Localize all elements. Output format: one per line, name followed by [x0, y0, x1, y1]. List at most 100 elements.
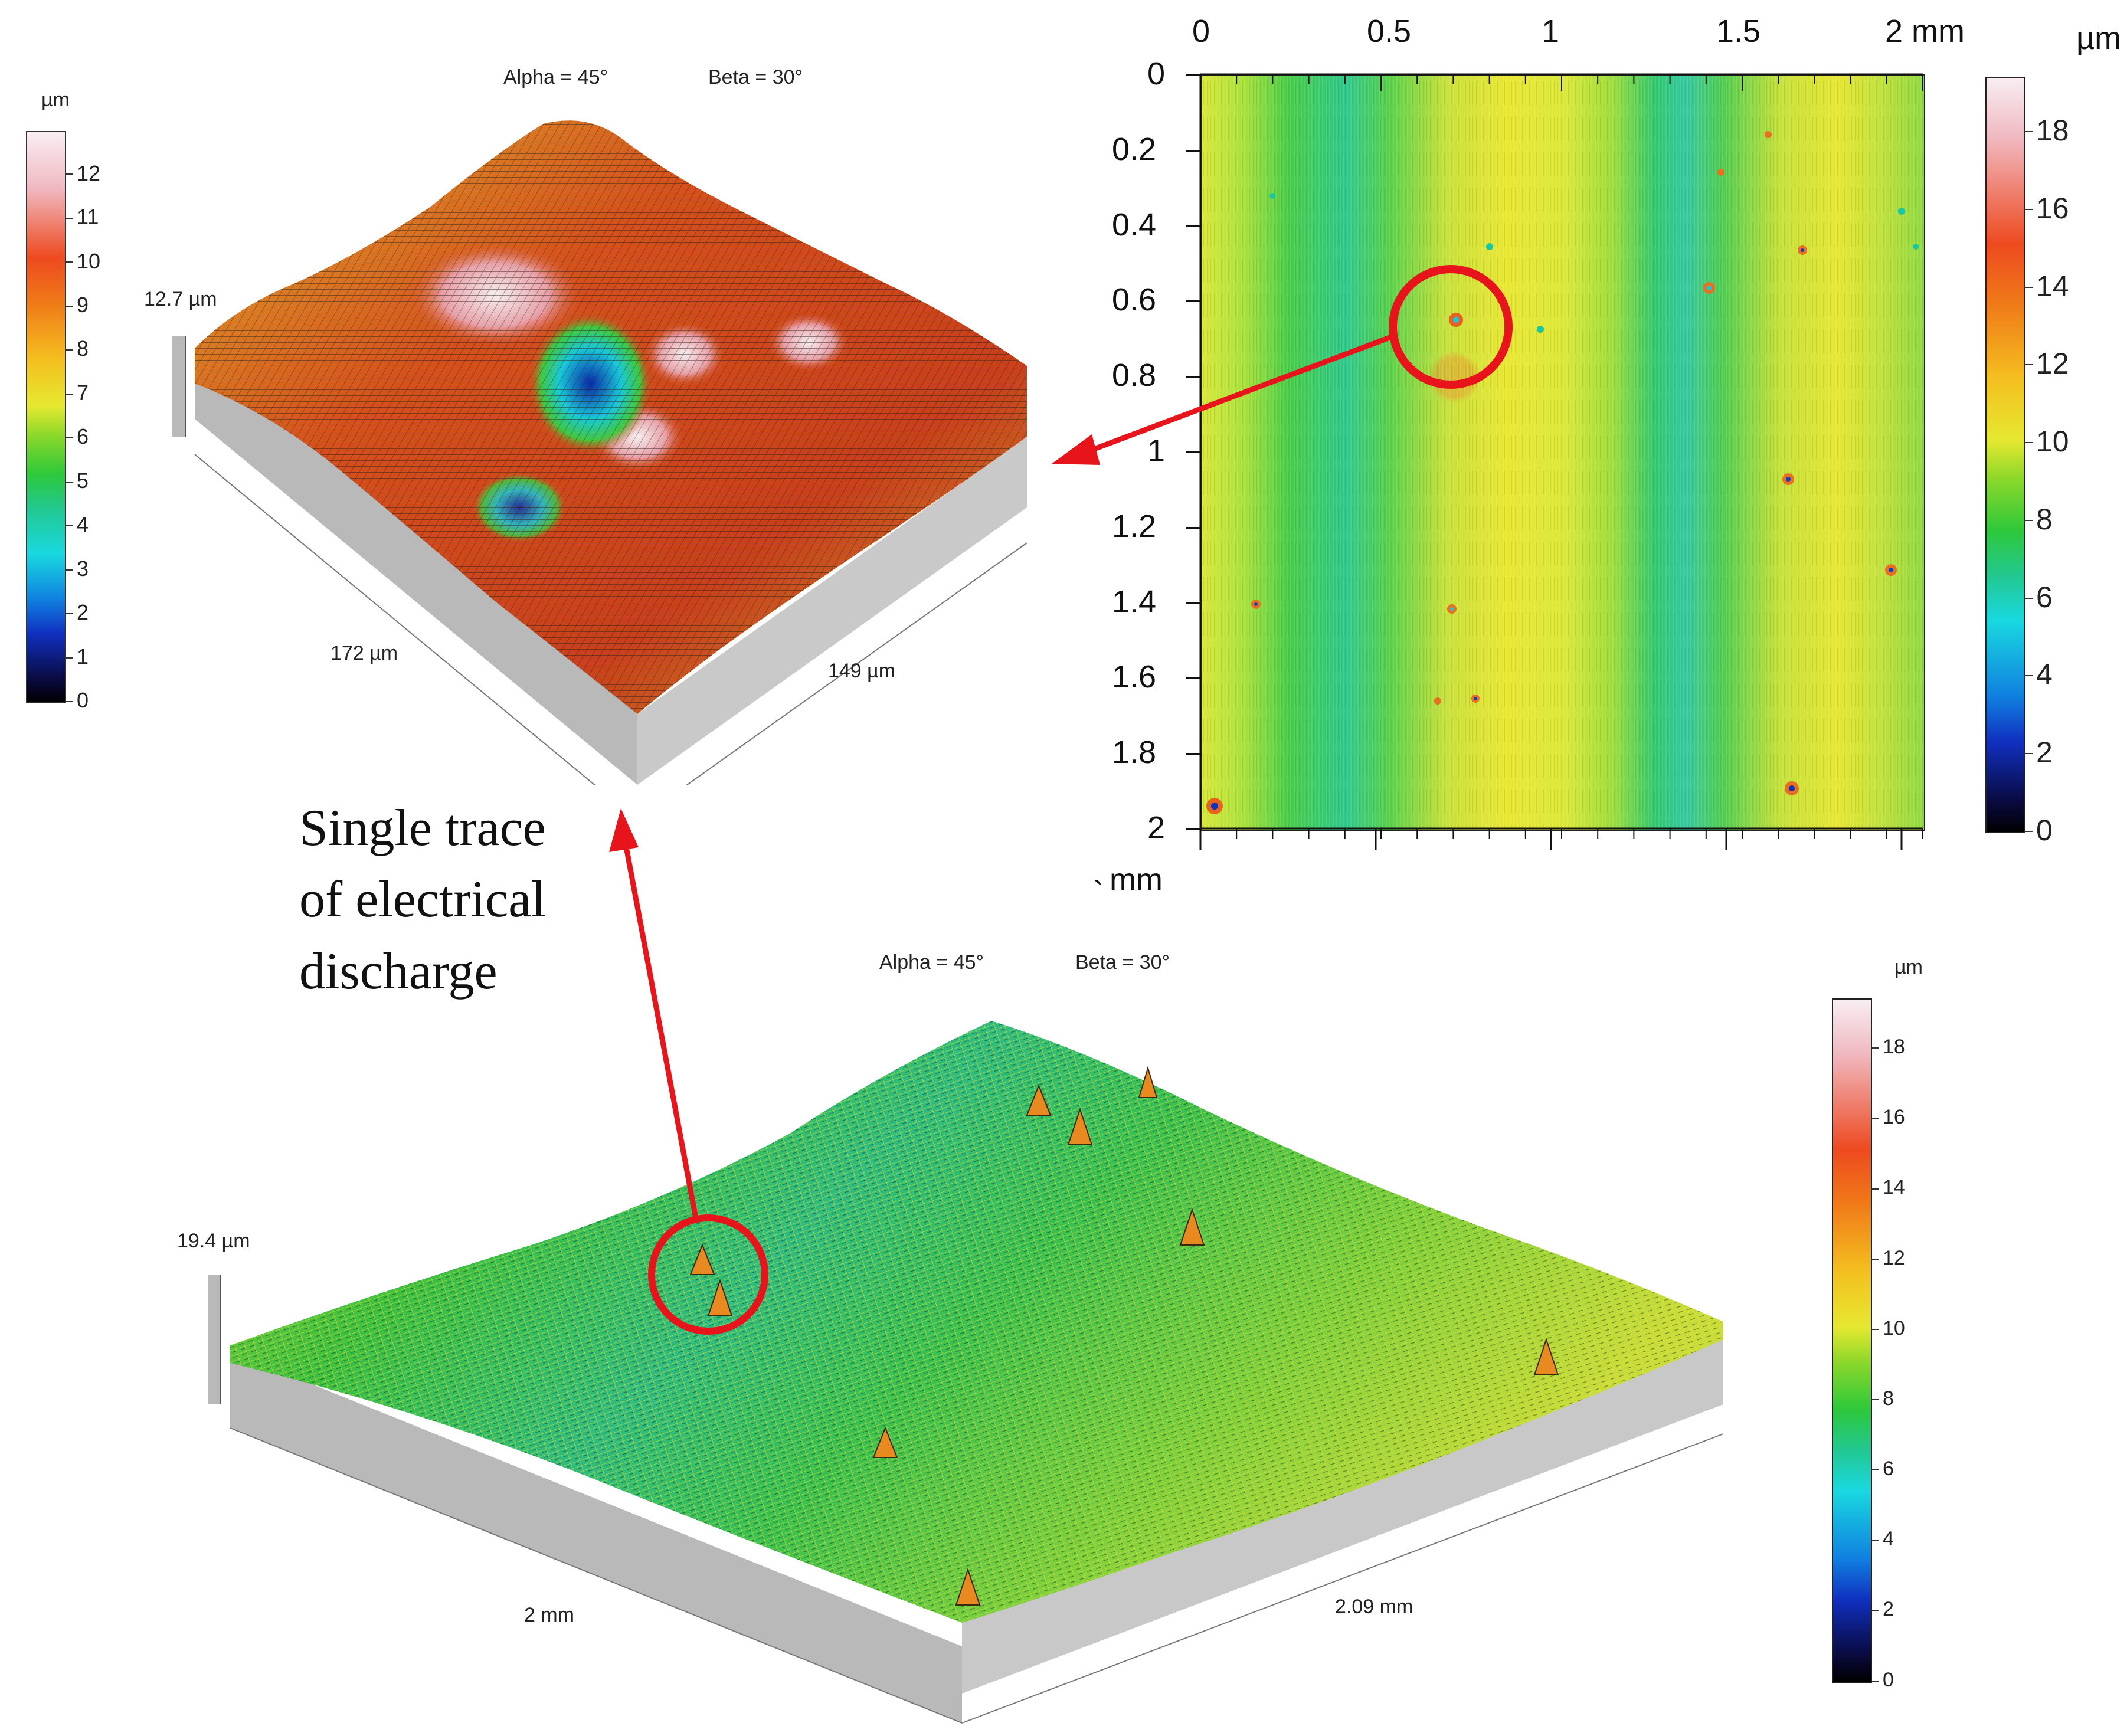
top-left-colorbar-tick-label: 2	[77, 600, 89, 625]
top-left-colorbar-tick-mark	[65, 525, 73, 527]
top-right-x-tick-label: 0.5	[1367, 14, 1412, 49]
top-right-y-tick-mark	[1186, 828, 1200, 830]
top-right-colorbar-tick-mark	[2024, 675, 2033, 677]
top-right-y-tick-mark	[1186, 526, 1200, 529]
top-left-height-label: 12.7 µm	[144, 288, 217, 310]
top-right-colorbar-tick-mark	[2024, 286, 2033, 288]
bottom-colorbar-tick-label: 0	[1883, 1668, 1894, 1691]
top-right-colorbar-unit: µm	[2076, 21, 2122, 56]
top-left-colorbar-tick-label: 10	[77, 248, 101, 273]
top-left-colorbar	[26, 131, 66, 703]
top-left-colorbar-tick-mark	[65, 173, 73, 175]
top-left-beta-label: Beta = 30°	[708, 66, 803, 89]
top-right-colorbar-tick-mark	[2024, 519, 2033, 521]
bottom-colorbar-tick-mark	[1871, 1329, 1879, 1331]
top-left-colorbar-tick-label: 11	[77, 205, 99, 230]
bottom-colorbar-tick-label: 2	[1883, 1598, 1894, 1621]
bottom-highlight-circle	[648, 1214, 768, 1335]
bottom-height-label: 19.4 µm	[177, 1230, 250, 1252]
bottom-front-side	[230, 1351, 962, 1723]
caption-line-3: discharge	[299, 943, 498, 1000]
top-right-y-tick-label: 1.2	[1112, 508, 1157, 544]
top-left-colorbar-tick-mark	[65, 305, 73, 307]
top-left-colorbar-tick-mark	[65, 657, 73, 659]
top-left-colorbar-tick-label: 12	[77, 161, 101, 185]
arrow-bottom-to-zoom	[609, 808, 699, 1222]
bottom-y-axis-label: 2.09 mm	[1335, 1596, 1413, 1618]
top-right-y-tick-mark	[1186, 74, 1200, 76]
top-left-colorbar-tick-label: 4	[77, 512, 89, 537]
top-right-colorbar-tick-mark	[2024, 364, 2033, 366]
top-left-colorbar-tick-mark	[65, 261, 73, 263]
top-left-colorbar-tick-mark	[65, 481, 73, 483]
bottom-colorbar-tick-label: 14	[1883, 1176, 1905, 1199]
top-left-colorbar-tick-mark	[65, 437, 73, 439]
top-left-colorbar-tick-label: 7	[77, 380, 89, 405]
top-right-axes	[1199, 73, 1923, 850]
top-right-colorbar-tick-label: 8	[2036, 502, 2053, 536]
top-right-colorbar	[1985, 77, 2025, 833]
top-left-colorbar-tick-label: 5	[77, 468, 89, 493]
top-left-colorbar-tick-label: 8	[77, 336, 89, 361]
bottom-colorbar-tick-mark	[1871, 1540, 1879, 1541]
top-right-y-tick-mark	[1186, 753, 1200, 755]
top-left-colorbar-tick-mark	[65, 349, 73, 351]
caption-line-2: of electrical	[299, 871, 546, 928]
top-right-y-tick-label: 0.2	[1112, 131, 1157, 167]
bottom-colorbar-tick-label: 12	[1883, 1246, 1905, 1269]
bottom-colorbar-tick-mark	[1871, 1047, 1879, 1049]
bottom-colorbar-tick-mark	[1871, 1399, 1879, 1401]
top-right-y-tick-mark	[1186, 225, 1200, 227]
top-right-colorbar-tick-label: 12	[2036, 347, 2069, 381]
bottom-x-axis-label: 2 mm	[524, 1604, 574, 1626]
top-right-x-tick-label: 1.5	[1716, 14, 1761, 49]
bottom-3d-surface	[208, 1021, 1724, 1724]
bottom-beta-label: Beta = 30°	[1075, 951, 1170, 974]
top-right-y-unit: mm	[1110, 862, 1163, 898]
top-right-map-texture	[1202, 76, 1923, 828]
top-right-y-tick-label: 1.6	[1112, 659, 1157, 695]
top-right-x-tick-label: 2 mm	[1885, 14, 1965, 49]
top-right-colorbar-tick-label: 16	[2036, 191, 2069, 225]
top-left-x-axis-label: 172 µm	[330, 642, 398, 664]
top-right-y-tick-mark	[1186, 602, 1200, 604]
top-right-colorbar-tick-mark	[2024, 442, 2033, 444]
top-right-colorbar-tick-label: 4	[2036, 658, 2053, 692]
top-left-colorbar-tick-mark	[65, 613, 73, 615]
top-right-y-tick-label: 1.4	[1112, 584, 1157, 620]
top-right-y-tick-label: 0.6	[1112, 282, 1157, 318]
top-right-y-tick-mark	[1186, 149, 1200, 152]
top-left-colorbar-tick-mark	[65, 569, 73, 571]
bottom-colorbar-tick-mark	[1871, 1610, 1879, 1611]
top-right-y-tick-mark	[1186, 376, 1200, 378]
top-left-colorbar-tick-mark	[65, 217, 73, 219]
top-right-y-tick-label: 0.4	[1112, 207, 1157, 243]
bottom-colorbar-tick-mark	[1871, 1469, 1879, 1471]
top-left-right-side	[637, 437, 1027, 785]
bottom-colorbar-tick-label: 10	[1883, 1316, 1905, 1339]
top-right-y-tick-mark	[1186, 451, 1200, 453]
top-right-colorbar-tick-mark	[2024, 131, 2033, 133]
bottom-alpha-label: Alpha = 45°	[879, 951, 984, 974]
arrow-map-to-zoom	[1052, 333, 1394, 465]
top-right-y-tick-mark	[1186, 677, 1200, 680]
top-left-colorbar-tick-label: 9	[77, 293, 89, 317]
top-right-y-tick-label: 0.8	[1112, 358, 1157, 394]
top-left-colorbar-unit: µm	[41, 89, 70, 111]
top-left-front-side	[195, 348, 637, 785]
top-right-colorbar-tick-mark	[2024, 753, 2033, 755]
bottom-colorbar-tick-mark	[1871, 1681, 1879, 1682]
top-left-3d-surface	[172, 120, 1027, 785]
top-left-y-axis-label: 149 µm	[828, 660, 896, 682]
bottom-colorbar-tick-label: 8	[1883, 1387, 1894, 1410]
top-right-y-tick-label: 1.8	[1112, 735, 1157, 771]
top-right-stray-mark: `	[1093, 875, 1104, 910]
top-right-x-tick-label: 0	[1192, 14, 1210, 49]
bottom-colorbar-tick-mark	[1871, 1188, 1879, 1190]
top-left-colorbar-tick-mark	[65, 393, 73, 395]
top-left-alpha-label: Alpha = 45°	[503, 66, 608, 89]
bottom-colorbar-tick-label: 6	[1883, 1457, 1894, 1480]
top-right-colorbar-tick-mark	[2024, 597, 2033, 599]
bottom-colorbar-tick-mark	[1871, 1258, 1879, 1260]
bottom-colorbar-tick-mark	[1871, 1118, 1879, 1119]
